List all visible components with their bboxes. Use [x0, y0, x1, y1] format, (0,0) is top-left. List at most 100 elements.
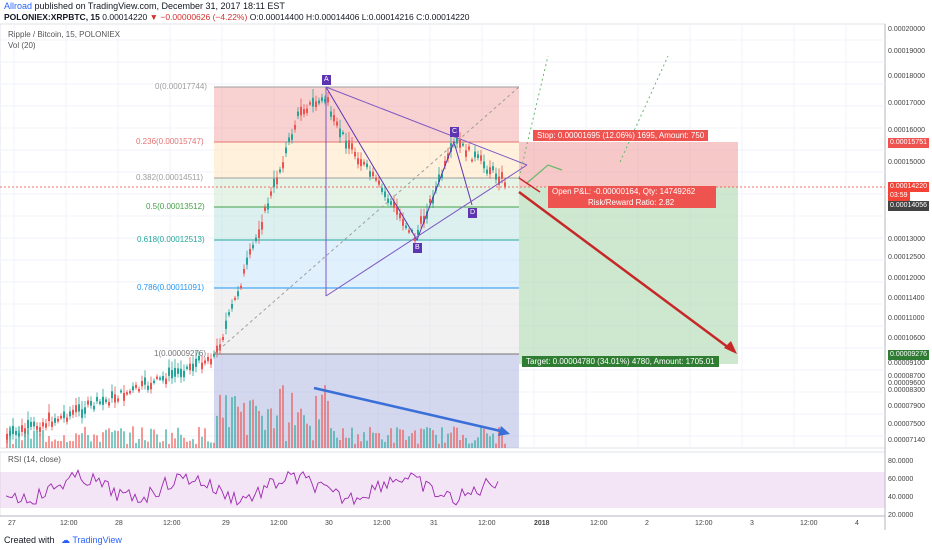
ohlc-values: O:0.00014400 H:0.00014406 L:0.00014216 C… — [249, 12, 470, 22]
volume-bar — [135, 442, 137, 448]
volume-bar — [384, 441, 386, 448]
candle-body — [288, 137, 290, 143]
candle-body — [447, 153, 449, 159]
volume-bar — [225, 395, 227, 448]
volume-bar — [366, 440, 368, 448]
candle-body — [363, 161, 365, 165]
candle-body — [366, 163, 368, 168]
volume-bar — [255, 405, 257, 448]
fib-level-label: 0.786(0.00011091) — [137, 283, 205, 292]
candle-body — [471, 159, 473, 162]
rsi-axis-label: 40.0000 — [888, 494, 914, 501]
candle-body — [504, 182, 506, 187]
candle-body — [429, 199, 431, 204]
publish-info: published on TradingView.com, December 3… — [34, 1, 285, 11]
volume-bar — [36, 430, 38, 448]
candle-body — [315, 101, 317, 108]
candle-body — [501, 172, 503, 179]
candle-body — [36, 425, 38, 430]
candle-body — [120, 390, 122, 393]
candle-body — [465, 150, 467, 157]
volume-bar — [483, 428, 485, 448]
price-axis-label: 0.00020000 — [888, 26, 925, 33]
volume-bar — [249, 400, 251, 448]
price-axis-label: 0.00012000 — [888, 275, 925, 282]
volume-bar — [492, 433, 494, 448]
time-axis-label: 2 — [645, 520, 649, 527]
volume-bar — [174, 438, 176, 448]
price-axis-label: 0.00009600 — [888, 380, 925, 387]
volume-bar — [261, 415, 263, 448]
candle-body — [177, 368, 179, 374]
time-axis-label: 12:00 — [800, 520, 818, 527]
time-axis-label: 28 — [115, 520, 123, 527]
volume-bar — [246, 434, 248, 448]
symbol-name[interactable]: POLONIEX:XRPBTC, 15 — [4, 12, 100, 22]
candle-body — [282, 162, 284, 169]
volume-bar — [87, 434, 89, 448]
volume-bar — [60, 440, 62, 448]
rsi-axis-label: 20.0000 — [888, 512, 914, 519]
volume-bar — [450, 432, 452, 448]
candle-body — [204, 360, 206, 364]
candle-body — [414, 237, 416, 242]
volume-bar — [432, 430, 434, 448]
fib-zone — [214, 288, 519, 354]
candle-body — [342, 132, 344, 135]
volume-bar — [312, 440, 314, 448]
candle-body — [297, 111, 299, 117]
candle-body — [123, 392, 125, 401]
candle-body — [405, 225, 407, 229]
candle-body — [384, 191, 386, 198]
volume-bar — [159, 442, 161, 448]
volume-bar — [420, 428, 422, 448]
volume-bar — [402, 429, 404, 448]
time-axis-label: 29 — [222, 520, 230, 527]
fib-zone — [214, 178, 519, 207]
candle-body — [81, 409, 83, 418]
candle-body — [486, 169, 488, 174]
volume-bar — [228, 427, 230, 448]
volume-bar — [504, 443, 506, 448]
volume-bar — [357, 434, 359, 448]
volume-bar — [57, 441, 59, 448]
author-link[interactable]: Allroad — [4, 1, 33, 11]
price-axis-label: 0.00014220 — [888, 182, 929, 192]
volume-bar — [303, 415, 305, 448]
volume-bar — [258, 410, 260, 448]
volume-bar — [141, 427, 143, 448]
down-triangle-icon: ▼ — [149, 12, 158, 22]
volume-bar — [204, 428, 206, 448]
pattern-point-b: B — [413, 243, 422, 253]
volume-bar — [393, 442, 395, 448]
time-axis-label: 2018 — [534, 520, 550, 527]
price-axis-label: 0.00009276 — [888, 350, 929, 360]
volume-bar — [333, 430, 335, 448]
candle-body — [231, 303, 233, 309]
volume-bar — [165, 429, 167, 448]
candle-body — [306, 108, 308, 113]
candle-body — [252, 244, 254, 249]
candle-body — [345, 140, 347, 149]
volume-bar — [477, 437, 479, 448]
candle-body — [66, 417, 68, 422]
volume-bar — [234, 396, 236, 448]
candle-body — [396, 206, 398, 215]
volume-bar — [201, 436, 203, 448]
candle-body — [381, 187, 383, 192]
candle-body — [147, 385, 149, 390]
price-axis-label: 0.00012500 — [888, 254, 925, 261]
volume-bar — [153, 429, 155, 448]
volume-bar — [498, 427, 500, 448]
volume-bar — [81, 433, 83, 448]
volume-bar — [408, 436, 410, 448]
candle-body — [393, 201, 395, 208]
volume-bar — [21, 440, 23, 448]
volume-bar — [276, 415, 278, 448]
volume-bar — [270, 408, 272, 448]
volume-bar — [309, 425, 311, 448]
volume-bar — [480, 427, 482, 448]
tradingview-logo[interactable]: ☁ TradingView — [61, 535, 122, 545]
candle-body — [153, 380, 155, 384]
